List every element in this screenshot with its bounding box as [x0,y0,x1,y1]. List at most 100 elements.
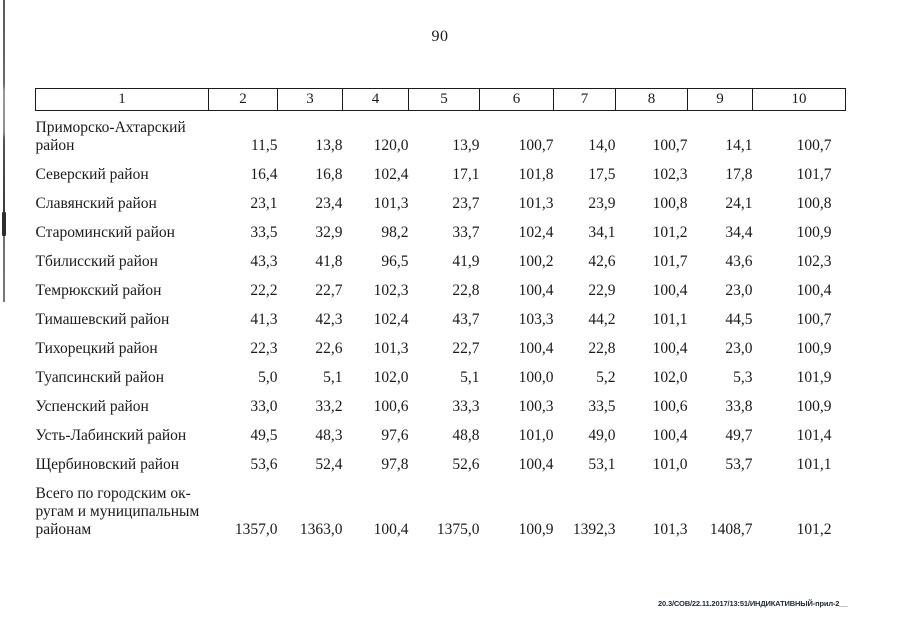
value-cell: 101,0 [652,456,688,473]
value-cell: 102,4 [518,224,554,241]
value-cell: 96,5 [381,253,409,270]
value-cell: 103,3 [518,311,554,328]
value-cell: 23,9 [588,195,616,212]
value-cell: 100,7 [796,311,832,328]
value-cell: 100,0 [518,369,554,386]
table-row: Тбилисский район 43,3 41,8 96,5 41,9 100,2 42,… [36,242,846,271]
column-header: 10 [752,88,846,111]
value-cell: 22,7 [315,282,343,299]
value-cell: 16,8 [315,166,343,183]
district-name-cell: Северский район [35,166,149,183]
column-header: 1 [35,88,209,111]
value-cell: 100,4 [796,282,832,299]
value-cell: 44,2 [588,311,616,328]
district-name-cell: Успенский район [35,398,149,415]
district-name-cell: Темрюкский район [35,282,162,299]
district-name-cell: Тбилисский район [35,253,158,270]
district-name-cell: Приморско-Ахтарский район [35,119,186,154]
document-footer-stamp: 20.3/СОВ/22.11.2017/13:51/ИНДИКАТИВНЫЙ-п… [658,599,848,608]
value-cell: 100,6 [373,398,409,415]
value-cell: 17,8 [725,166,753,183]
value-cell: 33,5 [250,224,278,241]
value-cell: 102,4 [373,311,409,328]
value-cell: 16,4 [250,166,278,183]
value-cell: 100,6 [652,398,688,415]
value-cell: 102,3 [652,166,688,183]
page-number: 90 [431,28,449,45]
table-row: Староминский район 33,5 32,9 98,2 33,7 102,4 3… [36,213,846,242]
value-cell: 34,1 [588,224,616,241]
value-cell: 41,3 [250,311,278,328]
value-cell: 100,4 [373,521,409,538]
column-header: 5 [408,88,480,111]
district-name-cell: Туапсинский район [35,369,165,386]
value-cell: 42,6 [588,253,616,270]
value-cell: 13,8 [315,137,343,154]
value-cell: 43,6 [725,253,753,270]
value-cell: 1392,3 [572,521,616,538]
scan-edge-artifact [2,212,6,236]
value-cell: 100,8 [652,195,688,212]
column-header: 9 [687,88,753,111]
column-header: 7 [553,88,616,111]
value-cell: 22,9 [588,282,616,299]
value-cell: 102,4 [373,166,409,183]
value-cell: 97,6 [381,427,409,444]
table-row: Тимашевский район 41,3 42,3 102,4 43,7 103,3 4… [36,300,846,329]
value-cell: 23,4 [315,195,343,212]
value-cell: 100,2 [518,253,554,270]
value-cell: 102,0 [652,369,688,386]
value-cell: 1408,7 [709,521,753,538]
value-cell: 48,8 [452,427,480,444]
value-cell: 22,6 [315,340,343,357]
value-cell: 100,9 [796,224,832,241]
district-name-cell: Тимашевский район [35,311,170,328]
value-cell: 44,5 [725,311,753,328]
value-cell: 101,8 [518,166,554,183]
value-cell: 100,4 [652,340,688,357]
value-cell: 33,3 [452,398,480,415]
value-cell: 53,1 [588,456,616,473]
value-cell: 101,0 [518,427,554,444]
value-cell: 22,2 [250,282,278,299]
value-cell: 5,3 [733,369,753,386]
column-header: 3 [277,88,343,111]
column-header: 6 [479,88,554,111]
value-cell: 22,7 [452,340,480,357]
value-cell: 43,7 [452,311,480,328]
value-cell: 1363,0 [299,521,343,538]
district-name-cell: Всего по городским ок- ругам и муниципал… [35,485,200,538]
value-cell: 33,8 [725,398,753,415]
column-header: 8 [615,88,688,111]
value-cell: 100,7 [652,137,688,154]
value-cell: 22,3 [250,340,278,357]
value-cell: 101,3 [373,195,409,212]
value-cell: 102,3 [373,282,409,299]
value-cell: 41,9 [452,253,480,270]
value-cell: 22,8 [588,340,616,357]
value-cell: 5,1 [460,369,480,386]
value-cell: 23,1 [250,195,278,212]
value-cell: 98,2 [381,224,409,241]
value-cell: 11,5 [250,137,278,154]
value-cell: 48,3 [315,427,343,444]
column-header: 4 [342,88,409,111]
value-cell: 5,2 [596,369,616,386]
value-cell: 101,2 [796,521,832,538]
value-cell: 14,1 [725,137,753,154]
value-cell: 101,1 [652,311,688,328]
value-cell: 101,3 [652,521,688,538]
table-row: Успенский район 33,0 33,2 100,6 33,3 100,3 33,… [36,387,846,416]
value-cell: 1375,0 [436,521,480,538]
value-cell: 101,3 [373,340,409,357]
value-cell: 33,0 [250,398,278,415]
value-cell: 100,7 [796,137,832,154]
value-cell: 120,0 [373,137,409,154]
table-row: Северский район 16,4 16,8 102,4 17,1 101,8 17,… [36,155,846,184]
value-cell: 53,7 [725,456,753,473]
district-name-cell: Тихорецкий район [35,340,158,357]
district-name-cell: Староминский район [35,224,175,241]
value-cell: 100,4 [652,427,688,444]
value-cell: 97,8 [381,456,409,473]
table-row: Темрюкский район 22,2 22,7 102,3 22,8 100,4 22… [36,271,846,300]
